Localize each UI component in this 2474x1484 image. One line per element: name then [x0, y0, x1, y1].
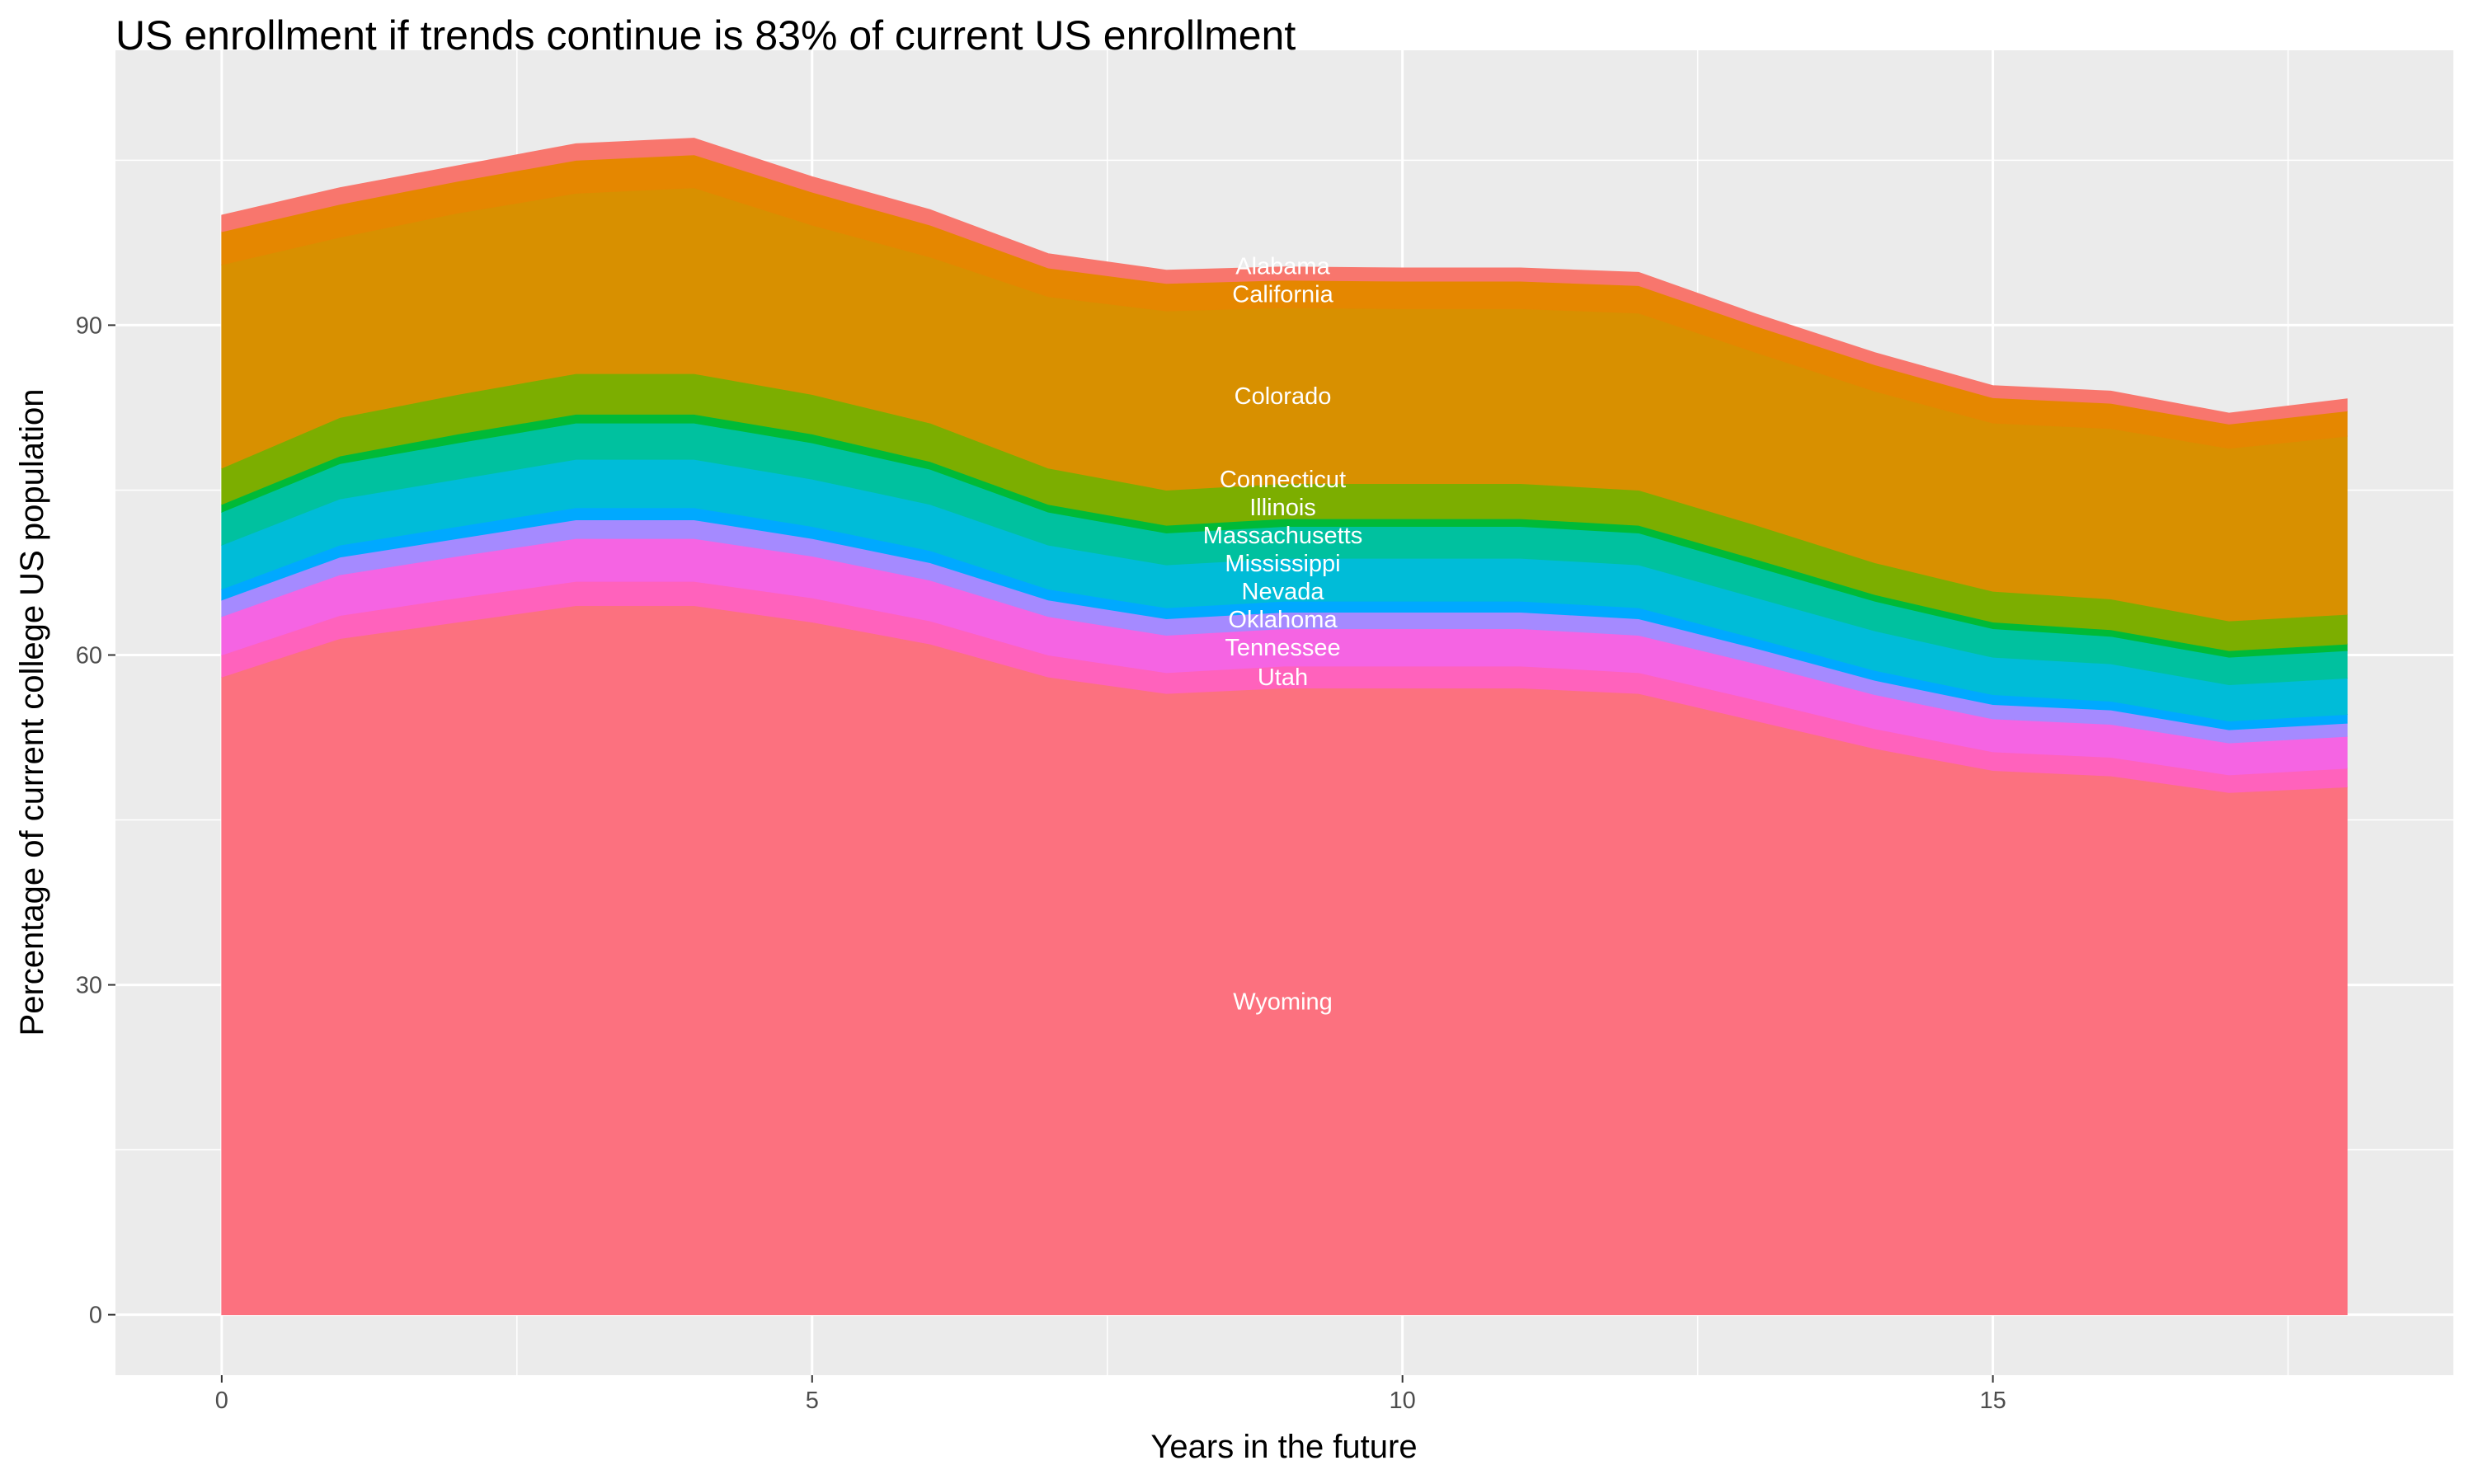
x-tick-label: 0 — [215, 1388, 228, 1414]
x-axis-title: Years in the future — [1150, 1429, 1417, 1465]
state-label: Massachusetts — [1203, 523, 1362, 549]
state-label: Oklahoma — [1228, 607, 1338, 633]
chart-title: US enrollment if trends continue is 83% … — [115, 12, 1296, 59]
state-label: Alabama — [1235, 253, 1330, 279]
state-label: Tennessee — [1225, 635, 1340, 661]
y-tick-label: 30 — [76, 973, 102, 999]
state-label: California — [1232, 281, 1333, 308]
state-label: Wyoming — [1233, 989, 1333, 1016]
x-tick-label: 15 — [1979, 1388, 2006, 1414]
axes: 0 30 60 90 0 5 10 15 — [76, 312, 2006, 1414]
y-axis-title: Percentage of current college US populat… — [14, 389, 50, 1036]
y-tick-label: 60 — [76, 642, 102, 669]
state-label: Colorado — [1235, 383, 1332, 410]
state-label: Nevada — [1242, 579, 1325, 605]
area-alabama — [221, 138, 2348, 425]
y-tick-label: 90 — [76, 312, 102, 339]
state-labels: Wyoming Utah TennesseeOklahomaNevadaMissis… — [1203, 253, 1362, 1015]
state-label: Utah — [1258, 665, 1308, 691]
x-tick-label: 10 — [1390, 1388, 1416, 1414]
state-label: Illinois — [1249, 495, 1316, 521]
state-label: Connecticut — [1220, 467, 1346, 493]
state-label: Mississippi — [1225, 551, 1340, 577]
area-layers — [221, 138, 2348, 1316]
y-tick-label: 0 — [89, 1303, 102, 1329]
x-tick-label: 5 — [806, 1388, 819, 1414]
